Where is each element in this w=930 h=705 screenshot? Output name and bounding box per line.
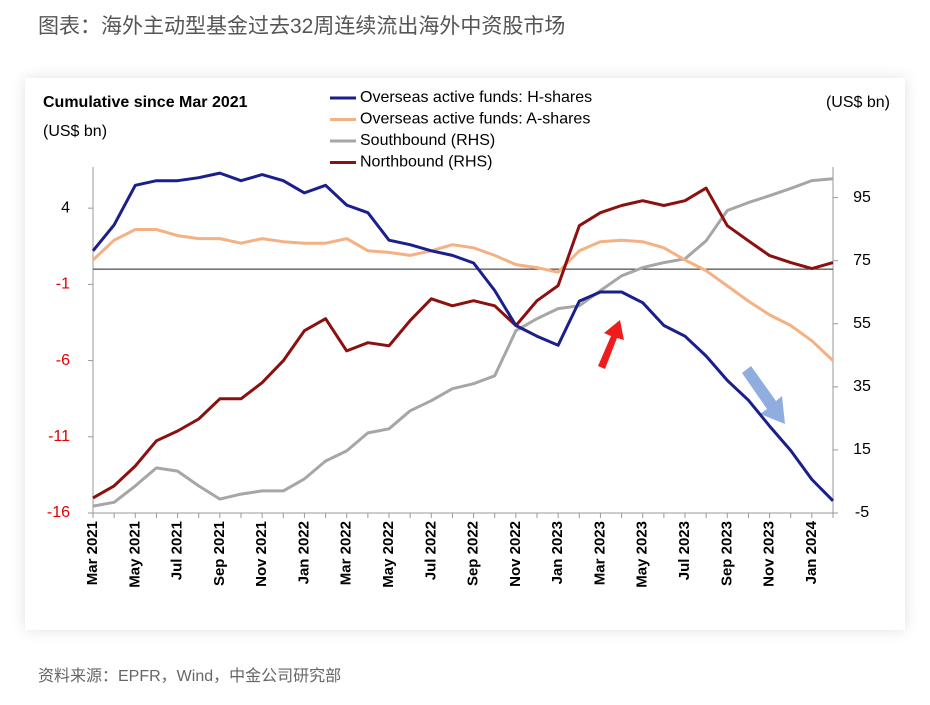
x-tick-label: Sep 2023	[718, 521, 735, 586]
y2-tick-label: 55	[853, 315, 871, 332]
left-axis-unit: (US$ bn)	[43, 123, 107, 140]
right-axis-unit: (US$ bn)	[826, 94, 890, 111]
x-tick-label: Nov 2023	[761, 521, 778, 587]
left-axis-title: Cumulative since Mar 2021	[43, 94, 248, 111]
page-title: 图表：海外主动型基金过去32周连续流出海外中资股市场	[38, 15, 566, 38]
x-tick-label: May 2023	[634, 521, 651, 588]
series-line	[92, 177, 834, 508]
y-tick-label: -6	[56, 352, 70, 369]
x-tick-label: Jul 2022	[422, 521, 439, 580]
x-tick-label: Jul 2023	[676, 521, 693, 580]
y2-tick-label: 75	[853, 252, 871, 269]
series-line	[92, 186, 834, 500]
x-tick-label: Nov 2021	[253, 521, 270, 587]
y-tick-label: -1	[56, 276, 70, 293]
y2-tick-label: -5	[855, 504, 869, 521]
x-tick-label: Mar 2022	[338, 521, 355, 585]
chart-panel	[25, 78, 905, 630]
x-tick-label: May 2022	[380, 521, 397, 588]
x-tick-label: Jan 2023	[549, 521, 566, 584]
series-line	[91, 171, 835, 502]
y2-tick-label: 15	[853, 441, 871, 458]
up-arrow	[598, 320, 624, 369]
x-tick-label: May 2021	[126, 521, 143, 588]
down-arrow	[742, 366, 785, 424]
x-tick-label: Jan 2024	[803, 520, 820, 584]
y-tick-label: -16	[47, 504, 70, 521]
legend-label: Overseas active funds: H-shares	[360, 89, 592, 106]
series-line	[91, 228, 835, 362]
legend-label: Overseas active funds: A-shares	[360, 111, 590, 128]
x-tick-label: Nov 2022	[507, 521, 524, 587]
legend-label: Southbound (RHS)	[360, 132, 495, 149]
legend-label: Northbound (RHS)	[360, 154, 493, 171]
y-tick-label: -11	[48, 428, 70, 445]
x-tick-label: Mar 2023	[591, 521, 608, 585]
x-tick-label: Jul 2021	[169, 521, 186, 580]
x-tick-label: Mar 2021	[84, 521, 101, 585]
x-tick-label: Jan 2022	[295, 521, 312, 584]
x-tick-label: Sep 2022	[465, 521, 482, 586]
source-note: 资料来源：EPFR，Wind，中金公司研究部	[38, 668, 342, 685]
y-tick-label: 4	[61, 199, 70, 216]
y2-tick-label: 35	[853, 378, 871, 395]
x-tick-label: Sep 2021	[211, 521, 228, 586]
y2-tick-label: 95	[853, 189, 871, 206]
